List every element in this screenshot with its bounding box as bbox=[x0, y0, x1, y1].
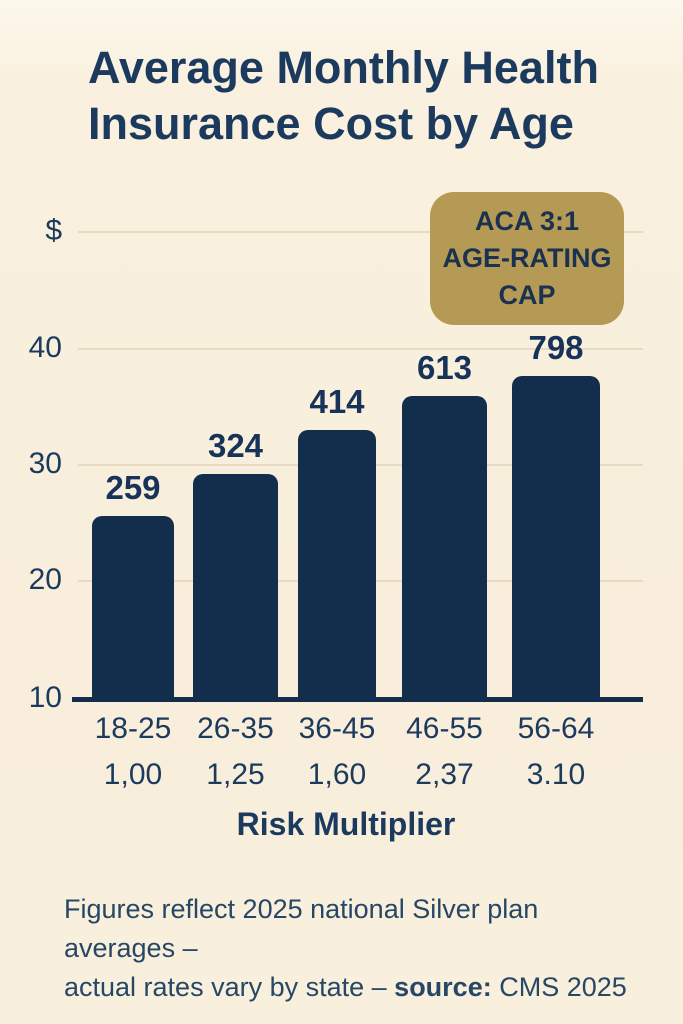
bar-18-25: 259 bbox=[92, 469, 174, 698]
bar-value-label: 613 bbox=[416, 349, 473, 386]
y-tick-20: 20 bbox=[28, 563, 62, 596]
x-axis-title: Risk Multiplier bbox=[236, 806, 456, 842]
chart-title: Average Monthly Health Insurance Cost by… bbox=[88, 40, 628, 152]
x-tick-age-46-55: 46-55 bbox=[406, 712, 483, 745]
bar-rect bbox=[193, 474, 278, 698]
multiplier-1-60: 1,60 bbox=[307, 758, 367, 791]
bar-value-label: 259 bbox=[105, 469, 161, 506]
multiplier-3-10: 3.10 bbox=[526, 758, 586, 791]
aca-age-rating-cap-badge: ACA 3:1 AGE-RATING CAP bbox=[430, 192, 624, 325]
badge-line2: AGE-RATING bbox=[442, 243, 612, 273]
y-tick-40: 40 bbox=[28, 331, 62, 364]
source-value: CMS 2025 bbox=[491, 972, 627, 1002]
source-note-line1: Figures reflect 2025 national Silver pla… bbox=[64, 894, 539, 963]
x-tick-age-26-35: 26-35 bbox=[197, 712, 274, 745]
multiplier-1-25: 1,25 bbox=[206, 758, 265, 791]
bar-rect bbox=[92, 516, 174, 698]
badge-line3: CAP bbox=[498, 280, 556, 310]
chart-title-line2: Insurance Cost by Age bbox=[88, 98, 574, 149]
badge-line1: ACA 3:1 bbox=[474, 206, 580, 236]
bar-value-label: 414 bbox=[309, 383, 365, 420]
x-tick-age-56-64: 56-64 bbox=[517, 712, 595, 745]
multiplier-1-00: 1,00 bbox=[103, 758, 163, 791]
bar-36-45: 414 bbox=[298, 383, 376, 698]
y-tick-10: 10 bbox=[28, 681, 62, 714]
bar-46-55: 613 bbox=[402, 349, 487, 698]
source-note-line2-text: actual rates vary by state – bbox=[64, 972, 395, 1002]
gridline-40 bbox=[78, 348, 643, 350]
bar-rect bbox=[298, 430, 376, 698]
bar-26-35: 324 bbox=[193, 427, 278, 698]
x-axis-baseline bbox=[72, 697, 643, 702]
gridline-dollar bbox=[78, 231, 643, 233]
source-note-line2: actual rates vary by state – source: CMS… bbox=[64, 968, 644, 1007]
x-tick-age-18-25: 18-25 bbox=[94, 712, 172, 745]
bar-value-label: 798 bbox=[528, 329, 584, 366]
bar-value-label: 324 bbox=[207, 427, 264, 464]
bar-rect bbox=[402, 396, 487, 698]
source-note: Figures reflect 2025 national Silver pla… bbox=[64, 890, 644, 1007]
source-label: source: bbox=[394, 972, 492, 1002]
bar-56-64: 798 bbox=[512, 329, 600, 698]
x-tick-age-36-45: 36-45 bbox=[298, 712, 376, 745]
y-tick-30: 30 bbox=[28, 447, 62, 480]
chart-title-line1: Average Monthly Health bbox=[88, 42, 599, 93]
multiplier-2-37: 2,37 bbox=[415, 758, 474, 791]
bar-rect bbox=[512, 376, 600, 698]
y-axis-dollar-label: $ bbox=[45, 214, 62, 247]
